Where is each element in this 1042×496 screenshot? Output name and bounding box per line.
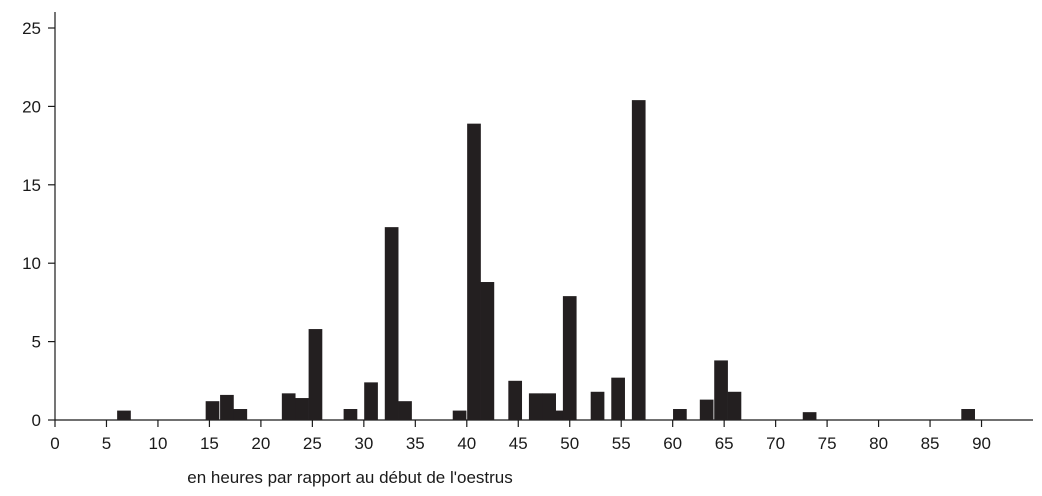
y-tick-label: 25	[22, 19, 41, 38]
bar	[528, 393, 543, 420]
x-tick-label: 10	[148, 434, 167, 453]
y-tick-label: 0	[32, 411, 41, 430]
x-tick-label: 0	[50, 434, 59, 453]
bar	[452, 410, 467, 420]
bar	[542, 393, 556, 420]
x-tick-label: 90	[972, 434, 991, 453]
x-tick-label: 75	[818, 434, 837, 453]
x-tick-label: 60	[663, 434, 682, 453]
y-tick-label: 10	[22, 254, 41, 273]
bar	[714, 360, 728, 420]
x-axis-title: en heures par rapport au début de l'oest…	[187, 468, 513, 487]
bar	[308, 329, 323, 420]
x-tick-label: 65	[715, 434, 734, 453]
y-tick-label: 5	[32, 333, 41, 352]
x-tick-label: 35	[406, 434, 425, 453]
x-tick-label: 55	[612, 434, 631, 453]
bar	[205, 401, 220, 420]
x-tick-label: 85	[921, 434, 940, 453]
x-tick-label: 80	[869, 434, 888, 453]
bar	[508, 380, 523, 420]
x-axis: 0 5 10 15 20 25 30 35 40 45 50 55 60 65 70 75 80 85 90	[50, 419, 1033, 453]
x-tick-label: 70	[766, 434, 785, 453]
bar	[480, 282, 495, 420]
bar	[117, 410, 131, 420]
x-tick-label: 40	[457, 434, 476, 453]
bar	[699, 399, 714, 420]
x-tick-label: 25	[303, 434, 322, 453]
bar	[590, 391, 605, 420]
bar	[364, 382, 378, 420]
bar	[220, 394, 234, 420]
y-axis: 0 5 10 15 20 25	[22, 12, 56, 430]
bar	[727, 391, 742, 420]
bar	[343, 409, 358, 420]
bar	[281, 393, 296, 420]
bar	[233, 409, 248, 420]
y-tick-label: 20	[22, 97, 41, 116]
bar	[802, 412, 817, 420]
bar	[295, 398, 309, 420]
bar	[384, 227, 399, 420]
bar	[673, 409, 687, 420]
x-tick-label: 30	[354, 434, 373, 453]
x-tick-label: 5	[102, 434, 111, 453]
bar	[398, 401, 412, 420]
x-tick-label: 45	[509, 434, 528, 453]
bar	[611, 377, 625, 420]
bar	[631, 100, 646, 420]
bar	[555, 410, 570, 420]
x-tick-label: 15	[200, 434, 219, 453]
bar	[961, 409, 975, 420]
bar	[562, 296, 577, 420]
y-tick-label: 15	[22, 176, 41, 195]
x-tick-label: 50	[560, 434, 579, 453]
bar	[467, 123, 481, 421]
bars	[117, 100, 975, 421]
x-tick-label: 20	[251, 434, 270, 453]
